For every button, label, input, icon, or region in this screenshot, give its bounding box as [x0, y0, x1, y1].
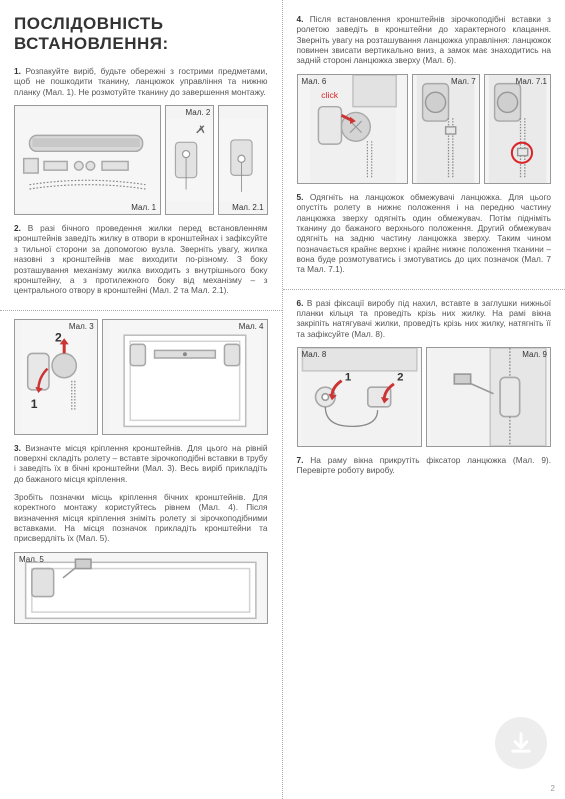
click-label: click [321, 90, 338, 100]
figure-1: Мал. 1 [14, 105, 161, 215]
svg-text:2: 2 [55, 330, 62, 344]
step-num-5: 5. [297, 192, 304, 202]
figure-4: Мал. 4 [102, 319, 268, 435]
fig-row-2: 1 2 Мал. 3 Мал. 4 [14, 319, 268, 435]
svg-text:1: 1 [31, 397, 38, 411]
step-num-7: 7. [297, 455, 304, 465]
step-4-body: Після встановлення кронштейнів зірочкопо… [297, 14, 552, 65]
fig-1-label: Мал. 1 [131, 203, 156, 212]
figure-71: Мал. 7.1 [484, 74, 551, 184]
fig-71-label: Мал. 7.1 [516, 77, 547, 86]
page-title: ПОСЛІДОВНІСТЬ ВСТАНОВЛЕННЯ: [14, 14, 268, 54]
page-number: 2 [551, 784, 555, 793]
svg-text:1: 1 [344, 372, 351, 384]
fig-21-label: Мал. 2.1 [232, 203, 263, 212]
fig-6-label: Мал. 6 [302, 77, 327, 86]
page: ПОСЛІДОВНІСТЬ ВСТАНОВЛЕННЯ: 1. Розпакуйт… [0, 0, 565, 799]
fig-7-label: Мал. 7 [451, 77, 476, 86]
svg-text:2: 2 [397, 372, 403, 384]
fig-row-5: 1 2 Мал. 8 Мал. 9 [297, 347, 552, 447]
step-3b-body: Зробіть позначки місць кріплення бічних … [14, 492, 268, 543]
figure-2: Мал. 2 [165, 105, 214, 215]
fig-row-4: click Мал. 6 Мал. 7 [297, 74, 552, 184]
step-7-body: На раму вікна прикрутіть фіксатор ланцюж… [297, 455, 552, 475]
right-column: 4. Після встановлення кронштейнів зірочк… [283, 0, 565, 799]
step-3a-body: Визначте місця кріплення кронштейнів. Дл… [14, 443, 268, 484]
step-num-6: 6. [297, 298, 304, 308]
fig-row-3: Мал. 5 [14, 552, 268, 624]
step-num-2: 2. [14, 223, 21, 233]
left-column: ПОСЛІДОВНІСТЬ ВСТАНОВЛЕННЯ: 1. Розпакуйт… [0, 0, 283, 799]
step-num-1: 1. [14, 66, 21, 76]
figure-8: 1 2 Мал. 8 [297, 347, 422, 447]
fig-row-1: Мал. 1 Мал. 2 [14, 105, 268, 215]
step-6-text: 6. В разі фіксації виробу під нахил, вст… [297, 298, 552, 339]
step-4-text: 4. Після встановлення кронштейнів зірочк… [297, 14, 552, 66]
step-3b-text: Зробіть позначки місць кріплення бічних … [14, 492, 268, 544]
figure-7: Мал. 7 [412, 74, 479, 184]
figure-6: click Мал. 6 [297, 74, 409, 184]
step-5-text: 5. Одягніть на ланцюжок обмежувачі ланцю… [297, 192, 552, 275]
step-7-text: 7. На раму вікна прикрутіть фіксатор лан… [297, 455, 552, 476]
step-1-text: 1. Розпакуйте виріб, будьте обережні з г… [14, 66, 268, 97]
step-2-body: В разі бічного проведення жилки перед вс… [14, 223, 268, 295]
step-2-text: 2. В разі бічного проведення жилки перед… [14, 223, 268, 296]
step-5-body: Одягніть на ланцюжок обмежувачі ланцюжка… [297, 192, 552, 275]
fig-3-label: Мал. 3 [69, 322, 94, 331]
fig-8-label: Мал. 8 [302, 350, 327, 359]
figure-5: Мал. 5 [14, 552, 268, 624]
left-sep-1 [0, 310, 282, 311]
fig-9-label: Мал. 9 [522, 350, 547, 359]
fig-4-label: Мал. 4 [239, 322, 264, 331]
fig-2-label: Мал. 2 [186, 108, 211, 117]
fig-5-label: Мал. 5 [19, 555, 44, 564]
step-num-3: 3. [14, 443, 21, 453]
step-6-body: В разі фіксації виробу під нахил, вставт… [297, 298, 552, 339]
right-sep-1 [283, 289, 565, 290]
watermark-icon [495, 717, 547, 769]
step-1-body: Розпакуйте виріб, будьте обережні з гост… [14, 66, 268, 97]
figure-9: Мал. 9 [426, 347, 551, 447]
figure-3: 1 2 Мал. 3 [14, 319, 98, 435]
figure-21: Мал. 2.1 [218, 105, 267, 215]
step-3a-text: 3. Визначте місця кріплення кронштейнів.… [14, 443, 268, 484]
step-num-4: 4. [297, 14, 304, 24]
